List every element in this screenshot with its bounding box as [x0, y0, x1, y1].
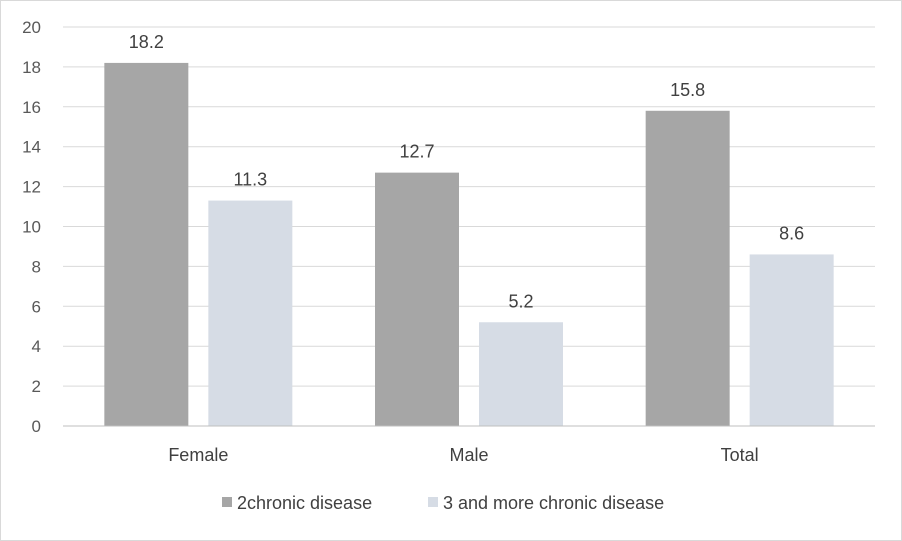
legend-label: 3 and more chronic disease: [443, 493, 664, 513]
bars: [104, 62, 834, 426]
bar-female-series-2: [208, 200, 293, 426]
x-axis: Female Male Total: [63, 425, 875, 465]
y-axis-ticks: 0 2 4 6 8 10 12 14 16 18 20: [22, 18, 41, 436]
x-category-label: Female: [168, 445, 228, 465]
y-tick-label: 18: [22, 58, 41, 77]
y-tick-label: 2: [32, 377, 41, 396]
data-label: 15.8: [670, 80, 705, 100]
bar-total-series-2: [749, 254, 834, 426]
y-tick-label: 0: [32, 417, 41, 436]
bar-male-series-2: [479, 322, 563, 426]
data-label: 12.7: [399, 142, 434, 162]
y-tick-label: 16: [22, 98, 41, 117]
y-tick-label: 14: [22, 138, 41, 157]
y-tick-label: 8: [32, 257, 41, 276]
y-tick-label: 10: [22, 218, 41, 237]
y-tick-label: 12: [22, 178, 41, 197]
y-tick-label: 4: [32, 337, 41, 356]
bar-total-series-1: [645, 110, 730, 426]
x-category-label: Male: [449, 445, 488, 465]
legend-label: 2chronic disease: [237, 493, 372, 513]
y-tick-label: 20: [22, 18, 41, 37]
bar-male-series-1: [375, 172, 459, 426]
legend-swatch: [428, 497, 438, 507]
gridlines: [63, 26, 875, 387]
y-tick-label: 6: [32, 297, 41, 316]
data-label: 8.6: [779, 223, 804, 243]
data-label: 5.2: [508, 291, 533, 311]
bar-female-series-1: [104, 62, 189, 426]
legend-swatch: [222, 497, 232, 507]
data-label: 11.3: [233, 170, 267, 190]
data-label: 18.2: [129, 32, 164, 52]
x-category-label: Total: [721, 445, 759, 465]
data-labels: 18.2 11.3 12.7 5.2 15.8 8.6: [129, 32, 804, 311]
legend: 2chronic disease 3 and more chronic disea…: [222, 493, 664, 513]
